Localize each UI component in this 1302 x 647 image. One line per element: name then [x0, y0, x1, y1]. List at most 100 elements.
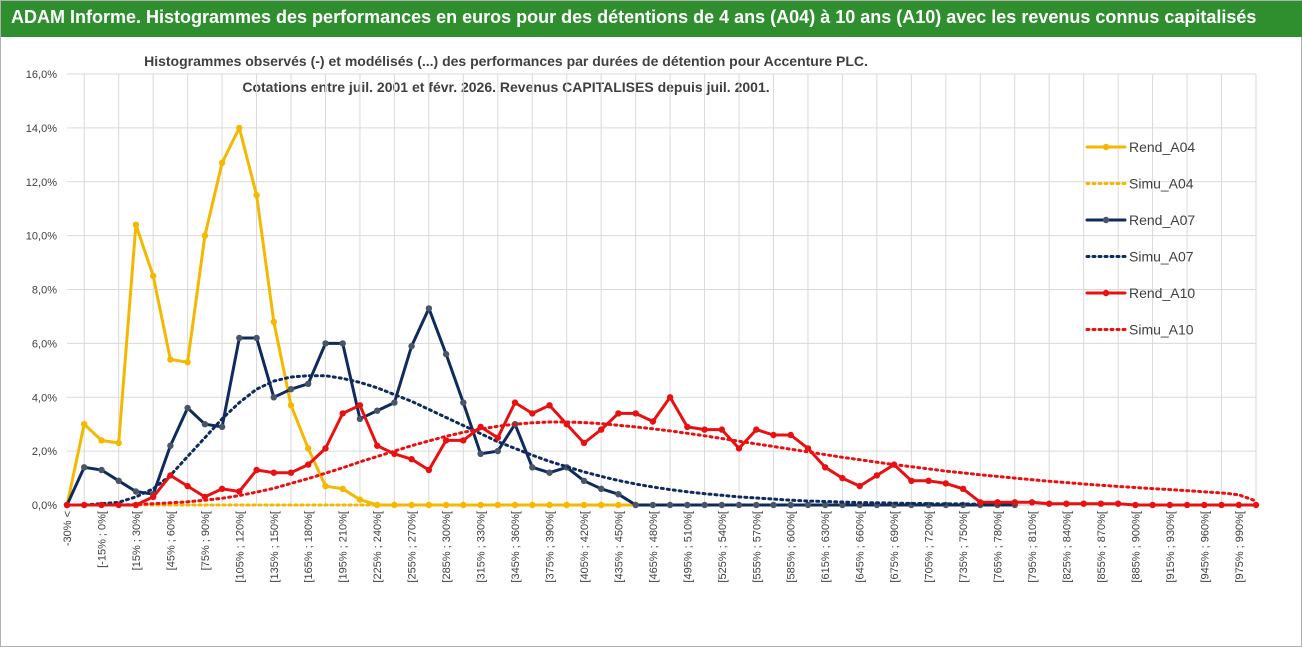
data-point-rend_a10: [460, 437, 467, 444]
data-point-rend_a04: [115, 439, 122, 447]
data-point-rend_a07: [98, 466, 105, 474]
data-point-rend_a07: [287, 386, 295, 393]
data-point-rend_a10: [150, 493, 157, 501]
data-point-rend_a10: [1201, 501, 1208, 509]
data-point-rend_a07: [339, 340, 346, 347]
data-point-rend_a07: [804, 501, 812, 509]
data-point-rend_a10: [856, 482, 863, 490]
data-point-rend_a04: [356, 496, 364, 503]
x-tick-label: [735% ; 750%[: [958, 511, 970, 583]
x-tick-label: [495% ; 510%[: [682, 511, 694, 583]
data-point-rend_a10: [356, 402, 364, 409]
y-tick-label: 0,0%: [32, 500, 57, 512]
data-point-rend_a10: [994, 499, 1001, 506]
x-tick-label: [165% ; 180%[: [303, 511, 315, 583]
x-tick-label: [885% ; 900%[: [1130, 511, 1142, 583]
data-point-rend_a10: [1252, 501, 1260, 509]
legend-marker-rend_a04: [1102, 143, 1110, 151]
data-point-rend_a10: [804, 445, 812, 452]
data-point-rend_a07: [81, 464, 88, 471]
data-point-rend_a07: [322, 340, 329, 347]
data-point-rend_a10: [908, 477, 915, 484]
data-point-rend_a10: [1063, 500, 1070, 507]
legend-label-simu_a10: Simu_A10: [1129, 322, 1194, 338]
data-point-rend_a10: [236, 488, 243, 495]
data-point-rend_a10: [511, 399, 519, 406]
legend: Rend_A04 Simu_A04 Rend_A07 Simu_A07 Rend_A10…: [1085, 139, 1195, 338]
x-tick-label: [465% ; 480%[: [648, 511, 660, 583]
data-point-rend_a10: [684, 423, 691, 431]
data-point-rend_a10: [666, 394, 674, 401]
data-point-rend_a07: [787, 501, 794, 509]
x-tick-label: [675% ; 690%[: [889, 511, 901, 583]
y-axis: 0,0% 2,0% 4,0% 6,0% 8,0% 10,0% 12,0% 14,0% 16,0%: [26, 69, 57, 512]
x-tick-label: [585% ; 600%[: [786, 511, 798, 583]
series-line-rend_a07: [65, 306, 1017, 507]
legend-marker-rend_a10: [1102, 289, 1110, 297]
data-point-rend_a04: [167, 356, 174, 363]
data-point-rend_a07: [615, 491, 622, 498]
data-point-rend_a10: [167, 472, 174, 479]
y-tick-label: 6,0%: [32, 338, 57, 350]
y-tick-label: 16,0%: [26, 69, 57, 81]
data-point-rend_a10: [873, 472, 881, 479]
gridlines: [67, 73, 1257, 506]
data-point-rend_a10: [942, 480, 949, 487]
data-point-rend_a07: [201, 421, 209, 428]
series-line-rend_a04: [65, 126, 638, 507]
plot-area: [63, 124, 1260, 509]
data-point-rend_a04: [511, 501, 519, 509]
chart-title-line2: Cotations entre juil. 2001 et févr. 2026…: [242, 79, 769, 95]
header-title: ADAM Informe. Histogrammes des performan…: [11, 7, 1257, 27]
data-point-rend_a07: [718, 501, 725, 509]
data-point-rend_a10: [598, 426, 605, 433]
data-point-rend_a04: [132, 221, 140, 228]
data-point-rend_a07: [167, 442, 174, 449]
chart-title-line1: Histogrammes observés (-) et modélisés (…: [144, 53, 868, 69]
series-line-simu_a07: [65, 374, 1017, 507]
data-point-rend_a07: [305, 380, 312, 387]
data-point-rend_a04: [339, 485, 346, 492]
x-tick-label: [705% ; 720%[: [924, 511, 936, 583]
data-point-rend_a10: [753, 426, 760, 433]
x-tick-label: -30% <: [62, 511, 74, 546]
data-point-rend_a10: [1183, 501, 1191, 509]
data-point-rend_a10: [218, 485, 226, 492]
data-point-rend_a07: [666, 501, 674, 509]
data-point-rend_a10: [253, 466, 260, 474]
data-point-rend_a07: [649, 501, 657, 509]
data-point-rend_a07: [408, 342, 415, 350]
header-banner: ADAM Informe. Histogrammes des performan…: [1, 1, 1302, 37]
data-point-rend_a10: [1114, 500, 1122, 507]
data-point-rend_a07: [477, 450, 484, 457]
data-point-rend_a10: [408, 456, 415, 463]
x-tick-label: [825% ; 840%[: [1061, 511, 1073, 583]
data-point-rend_a07: [632, 501, 639, 509]
x-tick-label: [225% ; 240%[: [372, 511, 384, 583]
legend-label-simu_a04: Simu_A04: [1129, 176, 1194, 192]
data-point-rend_a10: [718, 426, 725, 433]
data-point-rend_a04: [287, 402, 295, 409]
legend-label-rend_a07: Rend_A07: [1129, 212, 1195, 228]
x-tick-label: [615% ; 630%[: [820, 511, 832, 583]
x-tick-label: [135% ; 150%[: [269, 511, 281, 583]
data-point-rend_a10: [1132, 501, 1139, 509]
data-point-rend_a07: [580, 477, 588, 484]
data-point-rend_a04: [270, 318, 277, 325]
x-tick-label: [375% ; 390%[: [544, 511, 556, 583]
data-point-rend_a04: [236, 124, 243, 132]
data-point-rend_a10: [442, 437, 450, 444]
data-point-rend_a07: [425, 305, 433, 312]
data-point-rend_a10: [839, 474, 846, 482]
data-point-rend_a10: [339, 410, 346, 417]
data-point-rend_a10: [1149, 501, 1156, 509]
data-point-rend_a10: [425, 466, 433, 474]
data-point-rend_a04: [201, 232, 209, 239]
x-tick-label: [525% ; 540%[: [717, 511, 729, 583]
x-axis: -30% < [-15% ; 0%[[15% ; 30%[[45% ; 60%[[…: [62, 504, 1256, 583]
x-tick-label: [975% ; 990%[: [1234, 511, 1246, 583]
data-point-rend_a10: [115, 501, 122, 509]
data-point-rend_a07: [115, 477, 122, 484]
legend-label-simu_a07: Simu_A07: [1129, 249, 1194, 265]
